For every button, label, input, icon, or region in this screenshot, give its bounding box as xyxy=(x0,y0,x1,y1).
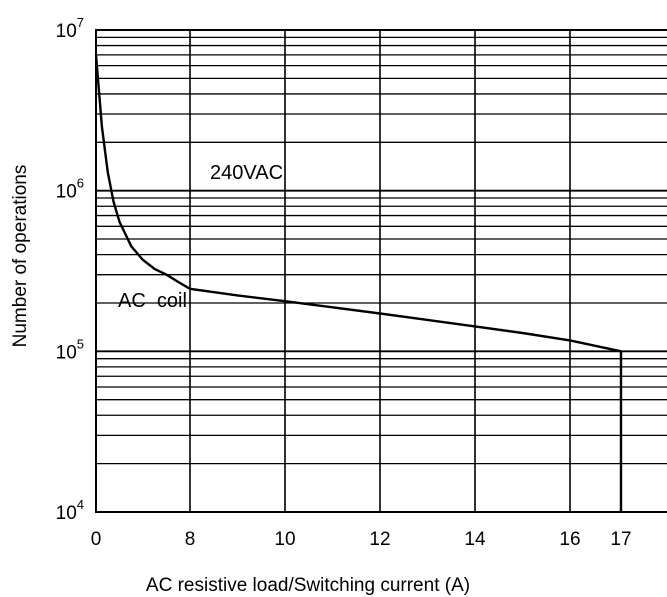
annotation-240vac: 240VAC xyxy=(210,162,283,184)
x-tick-label: 17 xyxy=(610,529,631,550)
y-tick-labels: 104 105 106 107 xyxy=(56,15,84,524)
x-tick-label: 14 xyxy=(464,529,486,550)
annotation-ac-coil: AC coil xyxy=(118,290,187,312)
y-tick-label: 104 xyxy=(56,497,84,524)
x-tick-label: 8 xyxy=(185,529,196,550)
y-tick-label: 107 xyxy=(56,15,84,42)
x-tick-label: 10 xyxy=(274,529,295,550)
y-tick-label: 106 xyxy=(56,176,84,203)
x-tick-label: 0 xyxy=(91,529,102,550)
x-tick-label: 16 xyxy=(559,529,580,550)
series-line xyxy=(94,54,622,353)
plot-frame xyxy=(95,29,667,513)
y-axis-label: Number of operations xyxy=(10,165,31,348)
x-tick-label: 12 xyxy=(369,529,390,550)
x-tick-labels: 0 8 10 12 14 16 17 xyxy=(91,529,632,550)
x-axis-label: AC resistive load/Switching current (A) xyxy=(146,575,470,596)
y-tick-label: 105 xyxy=(56,336,84,363)
chart-grid xyxy=(96,30,667,513)
